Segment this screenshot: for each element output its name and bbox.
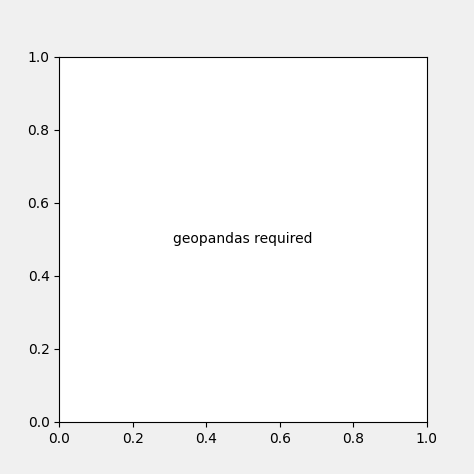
Text: geopandas required: geopandas required bbox=[173, 232, 313, 246]
